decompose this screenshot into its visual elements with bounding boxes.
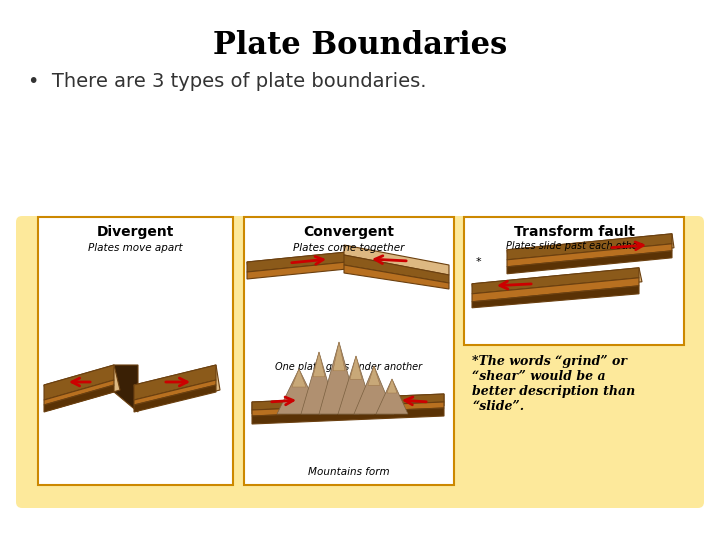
Polygon shape <box>333 342 345 371</box>
Polygon shape <box>134 380 216 405</box>
Bar <box>464 217 684 345</box>
Text: Divergent: Divergent <box>96 225 174 239</box>
Text: Plate Boundaries: Plate Boundaries <box>213 30 507 61</box>
Polygon shape <box>252 394 444 410</box>
Polygon shape <box>134 365 216 400</box>
Polygon shape <box>472 278 639 302</box>
Polygon shape <box>344 255 449 283</box>
Polygon shape <box>252 394 444 414</box>
Polygon shape <box>134 385 216 412</box>
Polygon shape <box>507 234 672 260</box>
Polygon shape <box>387 379 397 393</box>
Polygon shape <box>507 251 672 274</box>
Polygon shape <box>301 352 337 414</box>
Polygon shape <box>44 385 114 412</box>
Polygon shape <box>44 365 120 410</box>
Polygon shape <box>507 234 674 264</box>
Text: Plates slide past each other: Plates slide past each other <box>506 241 642 251</box>
Polygon shape <box>277 369 321 414</box>
Polygon shape <box>247 262 347 279</box>
Polygon shape <box>472 268 642 298</box>
Bar <box>38 217 233 485</box>
Polygon shape <box>368 366 380 385</box>
Bar <box>244 217 454 485</box>
Polygon shape <box>292 369 306 387</box>
Polygon shape <box>313 352 325 377</box>
Text: Plates move apart: Plates move apart <box>88 243 183 253</box>
Polygon shape <box>376 379 408 414</box>
FancyBboxPatch shape <box>16 216 704 508</box>
Polygon shape <box>344 265 449 289</box>
Polygon shape <box>350 356 362 379</box>
Polygon shape <box>319 342 359 414</box>
Polygon shape <box>247 252 349 275</box>
Polygon shape <box>252 408 444 424</box>
Text: One plate goes under another: One plate goes under another <box>276 362 423 372</box>
Text: •  There are 3 types of plate boundaries.: • There are 3 types of plate boundaries. <box>28 72 426 91</box>
Polygon shape <box>338 356 374 414</box>
Polygon shape <box>472 286 639 308</box>
Text: *The words “grind” or
“shear” would be a
better description than
“slide”.: *The words “grind” or “shear” would be a… <box>472 355 635 413</box>
Text: Plates come together: Plates come together <box>293 243 405 253</box>
Text: *: * <box>476 257 482 267</box>
Polygon shape <box>134 365 220 410</box>
Text: Transform fault: Transform fault <box>513 225 634 239</box>
Polygon shape <box>44 365 114 400</box>
Text: Mountains form: Mountains form <box>308 467 390 477</box>
Polygon shape <box>507 244 672 267</box>
Polygon shape <box>247 252 347 272</box>
Text: Convergent: Convergent <box>304 225 395 239</box>
Polygon shape <box>252 402 444 416</box>
Polygon shape <box>114 365 138 412</box>
Polygon shape <box>472 268 639 294</box>
Polygon shape <box>354 366 394 414</box>
Polygon shape <box>344 245 449 275</box>
Polygon shape <box>44 380 114 405</box>
